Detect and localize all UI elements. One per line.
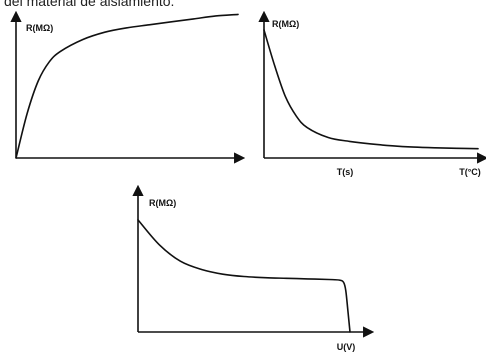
data-point: [343, 282, 344, 283]
data-point: [265, 277, 266, 278]
data-point: [328, 279, 329, 280]
data-point: [193, 18, 194, 19]
data-point: [149, 24, 150, 25]
charts-layer: R(MΩ) R(MΩ) T(s) T(°C) R(MΩ) U(V): [10, 10, 486, 352]
data-point: [370, 143, 371, 144]
data-point: [201, 269, 202, 270]
data-point: [349, 331, 350, 332]
data-point: [38, 80, 39, 81]
data-point: [392, 145, 393, 146]
data-point: [180, 261, 181, 262]
x-tick-label: T(s): [337, 167, 354, 177]
series-line: [137, 219, 351, 333]
data-point: [347, 310, 348, 311]
data-point: [349, 141, 350, 142]
series-line: [15, 13, 239, 159]
data-point: [274, 65, 275, 66]
data-point: [339, 280, 340, 281]
data-point: [263, 29, 264, 30]
data-point: [82, 39, 83, 40]
data-point: [435, 147, 436, 148]
series-line: [263, 29, 479, 150]
data-point: [215, 15, 216, 16]
x-tick-label: U(V): [337, 342, 356, 352]
data-point: [27, 113, 28, 114]
data-point: [345, 290, 346, 291]
chart-3: R(MΩ) U(V): [132, 184, 375, 352]
data-point: [171, 21, 172, 22]
data-point: [296, 115, 297, 116]
data-point: [137, 219, 138, 220]
data-point: [237, 14, 238, 15]
data-point: [159, 244, 160, 245]
x-tick-label: T(°C): [459, 167, 481, 177]
y-axis-label: R(MΩ): [149, 198, 176, 208]
data-point: [243, 276, 244, 277]
data-point: [413, 147, 414, 148]
data-point: [328, 137, 329, 138]
data-point: [286, 278, 287, 279]
data-point: [456, 148, 457, 149]
y-axis-label: R(MΩ): [26, 23, 53, 33]
data-point: [49, 61, 50, 62]
caption-text: del material de aislamiento.: [4, 0, 175, 9]
data-point: [104, 32, 105, 33]
chart-1: R(MΩ): [10, 10, 246, 164]
data-point: [306, 127, 307, 128]
y-axis-label: R(MΩ): [272, 19, 299, 29]
data-point: [15, 157, 16, 158]
data-point: [285, 96, 286, 97]
data-point: [477, 148, 478, 149]
chart-2: R(MΩ) T(s) T(°C): [258, 10, 486, 177]
data-point: [222, 274, 223, 275]
data-point: [307, 278, 308, 279]
data-point: [126, 27, 127, 28]
data-point: [60, 51, 61, 52]
